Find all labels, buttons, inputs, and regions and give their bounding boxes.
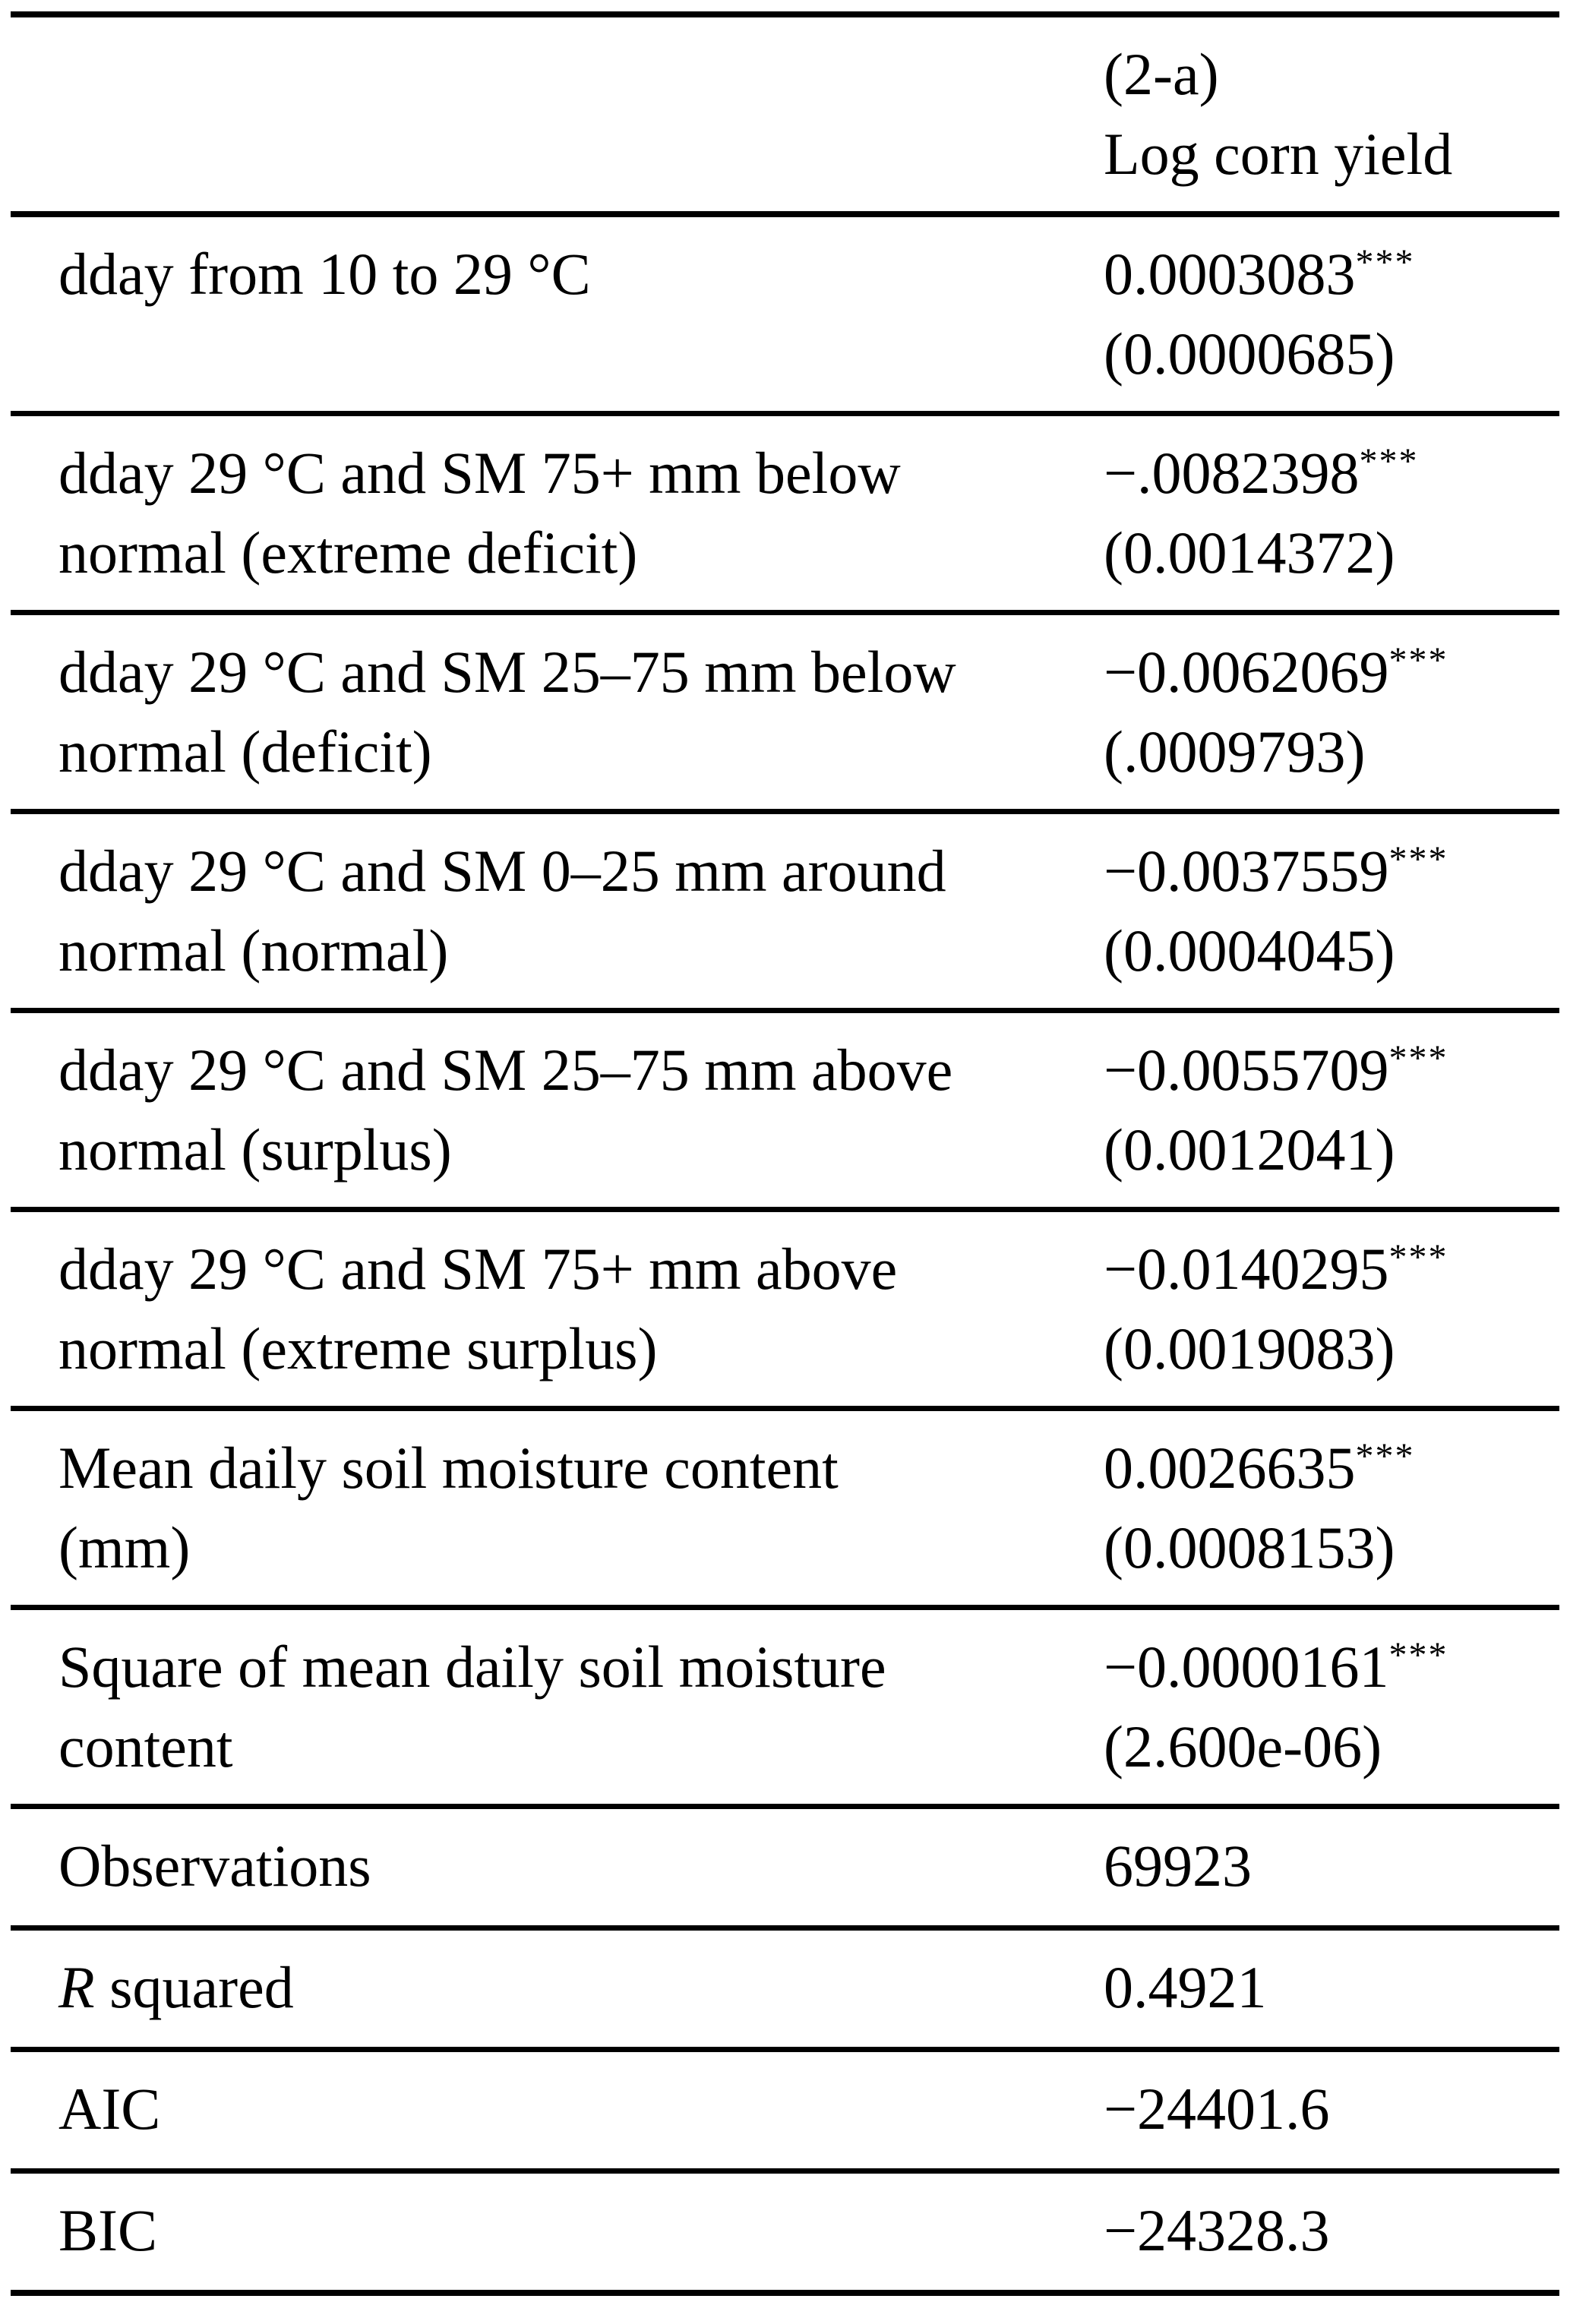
coef-row: dday 29 °C and SM 25–75 mm below normal … (11, 613, 1559, 812)
stat-label-cell: R squared (58, 1954, 294, 2020)
coef-row: Mean daily soil moisture content (mm) 0.… (11, 1409, 1559, 1608)
estimate-cell: −0.0055709*** (0.0012041) (1090, 1011, 1559, 1210)
variable-label-cell: dday from 10 to 29 °C (58, 241, 591, 307)
header-row: (2-a) Log corn yield (11, 14, 1559, 214)
estimate-cell: 0.0026635*** (0.0008153) (1090, 1409, 1559, 1608)
stat-value-cell: 0.4921 (1104, 1954, 1267, 2020)
stat-row-observations: Observations 69923 (11, 1807, 1559, 1928)
stat-row-r-squared: R squared 0.4921 (11, 1928, 1559, 2050)
stat-value-cell: −24401.6 (1104, 2076, 1330, 2142)
significance-stars: *** (1388, 839, 1448, 879)
significance-stars: *** (1388, 1635, 1448, 1675)
stat-label-cell: AIC (58, 2076, 161, 2142)
estimate-cell: −0.0037559*** (0.0004045) (1090, 812, 1559, 1011)
coefficient: −0.0000161*** (1104, 1634, 1448, 1700)
coef-row: dday from 10 to 29 °C 0.0003083*** (0.00… (11, 214, 1559, 414)
estimate-cell: 0.0003083*** (0.0000685) (1090, 214, 1559, 414)
significance-stars: *** (1388, 1237, 1448, 1277)
std-error: (0.0008153) (1104, 1514, 1395, 1580)
variable-label-cell: dday 29 °C and SM 25–75 mm above normal … (58, 1037, 953, 1183)
variable-label-cell: dday 29 °C and SM 25–75 mm below normal … (58, 639, 956, 785)
significance-stars: *** (1359, 441, 1419, 482)
std-error: (0.0004045) (1104, 917, 1395, 984)
estimate-cell: −0.0000161*** (2.600e-06) (1090, 1608, 1559, 1807)
std-error: (.0009793) (1104, 718, 1366, 785)
std-error: (0.0019083) (1104, 1315, 1395, 1381)
coefficient: −.0082398*** (1104, 440, 1419, 506)
coef-row: dday 29 °C and SM 25–75 mm above normal … (11, 1011, 1559, 1210)
header-model-cell: (2-a) Log corn yield (1090, 14, 1559, 214)
stat-label-cell: BIC (58, 2197, 158, 2263)
variable-label-cell: dday 29 °C and SM 75+ mm below normal (e… (58, 440, 901, 586)
variable-label-cell: Square of mean daily soil moisture conte… (58, 1634, 886, 1779)
significance-stars: *** (1388, 640, 1448, 680)
estimate-cell: −0.0140295*** (0.0019083) (1090, 1210, 1559, 1409)
significance-stars: *** (1388, 1038, 1448, 1078)
coefficient: −0.0055709*** (1104, 1037, 1448, 1103)
coef-row: dday 29 °C and SM 75+ mm below normal (e… (11, 414, 1559, 613)
significance-stars: *** (1355, 1436, 1415, 1476)
coef-row: Square of mean daily soil moisture conte… (11, 1608, 1559, 1807)
regression-results-table: (2-a) Log corn yield dday from 10 to 29 … (11, 11, 1559, 2296)
coefficient: −0.0062069*** (1104, 639, 1448, 705)
dependent-variable: Log corn yield (1104, 121, 1453, 187)
stat-label-cell: Observations (58, 1833, 371, 1899)
variable-label-cell: Mean daily soil moisture content (mm) (58, 1435, 839, 1580)
coefficient: −0.0140295*** (1104, 1236, 1448, 1302)
model-id: (2-a) (1104, 41, 1219, 107)
estimate-cell: −.0082398*** (0.0014372) (1090, 414, 1559, 613)
significance-stars: *** (1355, 242, 1415, 283)
header-empty-cell (11, 14, 1090, 214)
std-error: (0.0012041) (1104, 1116, 1395, 1183)
coef-row: dday 29 °C and SM 0–25 mm around normal … (11, 812, 1559, 1011)
coef-row: dday 29 °C and SM 75+ mm above normal (e… (11, 1210, 1559, 1409)
variable-label-cell: dday 29 °C and SM 0–25 mm around normal … (58, 838, 946, 984)
coefficient: −0.0037559*** (1104, 838, 1448, 904)
stat-value-cell: −24328.3 (1104, 2197, 1330, 2263)
coefficient: 0.0026635*** (1104, 1435, 1415, 1501)
std-error: (0.0014372) (1104, 519, 1395, 586)
stat-value-cell: 69923 (1104, 1833, 1252, 1899)
estimate-cell: −0.0062069*** (.0009793) (1090, 613, 1559, 812)
variable-label-cell: dday 29 °C and SM 75+ mm above normal (e… (58, 1236, 898, 1381)
std-error: (2.600e-06) (1104, 1713, 1382, 1779)
stat-row-aic: AIC −24401.6 (11, 2050, 1559, 2171)
coefficient: 0.0003083*** (1104, 241, 1415, 307)
stat-row-bic: BIC −24328.3 (11, 2171, 1559, 2294)
std-error: (0.0000685) (1104, 320, 1395, 387)
